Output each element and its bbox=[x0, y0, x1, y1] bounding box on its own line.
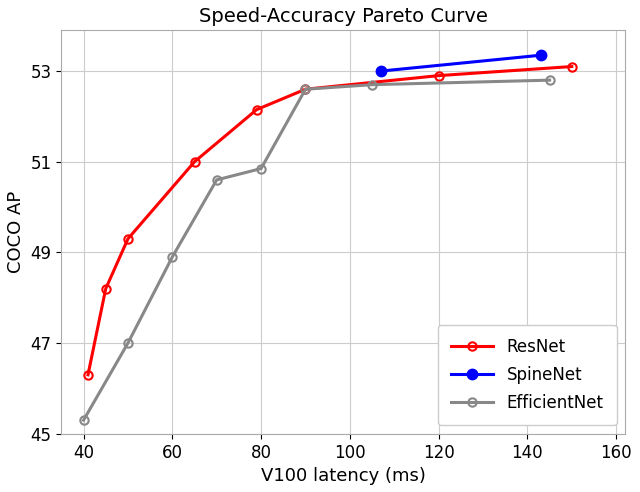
ResNet bbox=[568, 63, 575, 69]
EfficientNet bbox=[80, 417, 88, 423]
EfficientNet bbox=[257, 166, 265, 172]
ResNet bbox=[102, 286, 109, 292]
Title: Speed-Accuracy Pareto Curve: Speed-Accuracy Pareto Curve bbox=[199, 7, 488, 26]
SpineNet bbox=[537, 52, 545, 58]
EfficientNet bbox=[546, 77, 554, 83]
ResNet bbox=[435, 73, 442, 79]
Legend: ResNet, SpineNet, EfficientNet: ResNet, SpineNet, EfficientNet bbox=[438, 325, 617, 426]
EfficientNet bbox=[301, 86, 309, 92]
EfficientNet bbox=[124, 340, 132, 346]
Line: SpineNet: SpineNet bbox=[376, 50, 545, 76]
ResNet bbox=[191, 159, 198, 165]
ResNet bbox=[301, 86, 309, 92]
Line: EfficientNet: EfficientNet bbox=[79, 76, 554, 424]
SpineNet bbox=[377, 68, 385, 74]
X-axis label: V100 latency (ms): V100 latency (ms) bbox=[260, 467, 426, 485]
EfficientNet bbox=[168, 254, 176, 260]
Y-axis label: COCO AP: COCO AP bbox=[7, 191, 25, 273]
ResNet bbox=[124, 236, 132, 242]
ResNet bbox=[84, 372, 92, 378]
Line: ResNet: ResNet bbox=[84, 62, 576, 379]
ResNet bbox=[253, 107, 260, 113]
EfficientNet bbox=[368, 82, 376, 88]
EfficientNet bbox=[213, 177, 221, 183]
